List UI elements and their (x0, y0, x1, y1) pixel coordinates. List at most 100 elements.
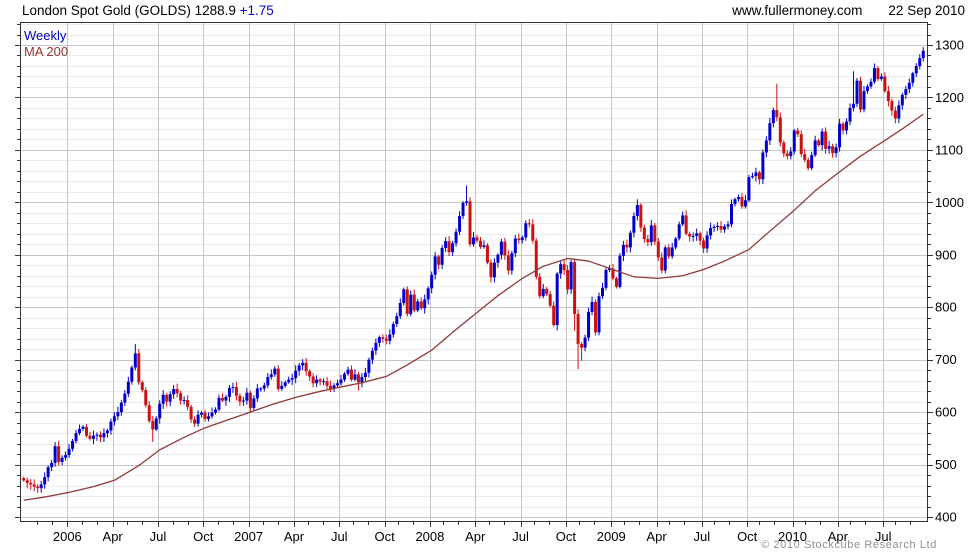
candle-body (489, 262, 493, 278)
candle-body (119, 402, 123, 413)
x-axis-label: 2006 (53, 529, 82, 544)
candle-body (172, 389, 176, 395)
candle-body (266, 376, 270, 386)
candle-body (506, 255, 510, 271)
candle-body (349, 369, 353, 380)
candle-body (227, 387, 231, 397)
candle-body (91, 435, 95, 439)
candle-body (566, 269, 570, 290)
candle-body (900, 94, 904, 106)
candle-body (447, 241, 451, 253)
candle-body (112, 416, 116, 422)
candle-body (520, 237, 524, 241)
candle-body (590, 301, 594, 312)
candle-body (78, 428, 82, 434)
candle-body (437, 256, 441, 265)
candle-body (297, 365, 301, 371)
candle-body (273, 368, 277, 375)
candle-body (412, 294, 416, 311)
candle-body (827, 146, 831, 149)
candle-body (688, 233, 692, 237)
candle-body (32, 484, 36, 487)
candle-body (628, 232, 632, 248)
candle-body (332, 385, 336, 390)
candle-body (391, 324, 395, 335)
candle-body (583, 337, 587, 348)
candle-body (475, 237, 479, 241)
candle-body (137, 353, 141, 383)
candle-body (555, 273, 559, 326)
candle-body (531, 224, 535, 241)
website-link[interactable]: www.fullermoney.com (732, 3, 863, 18)
candle-body (576, 314, 580, 344)
candle-body (810, 155, 814, 169)
candle-body (430, 274, 434, 289)
candle-body (356, 374, 360, 383)
candle-body (730, 203, 733, 225)
candle-body (897, 105, 901, 119)
candle-body (750, 176, 754, 178)
candle-body (46, 467, 50, 478)
candle-body (698, 233, 702, 241)
candle-body (757, 172, 761, 180)
y-axis-label: 900 (935, 247, 957, 262)
candle-body (559, 264, 563, 274)
candle-body (360, 376, 364, 383)
candle-body (695, 233, 699, 236)
legend-series-label: Weekly (24, 28, 67, 43)
candle-body (367, 359, 371, 373)
candle-body (879, 76, 883, 80)
candle-body (283, 382, 287, 386)
candle-body (130, 367, 134, 382)
candle-body (388, 334, 392, 341)
candle-body (416, 301, 420, 311)
candle-body (503, 241, 507, 256)
y-axis-label: 600 (935, 405, 957, 420)
candle-body (625, 244, 629, 248)
candle-body (552, 305, 556, 326)
candle-body (196, 414, 200, 424)
candle-body (485, 245, 489, 263)
candle-body (214, 409, 217, 413)
candle-body (907, 82, 911, 90)
candle-body (716, 225, 720, 227)
candle-body (381, 337, 385, 339)
x-axis-label: Oct (193, 529, 214, 544)
x-axis-label: Oct (556, 529, 577, 544)
candle-body (329, 385, 333, 390)
candle-body (778, 117, 782, 143)
candle-body (604, 269, 608, 288)
candle-body (154, 418, 158, 430)
candle-body (723, 226, 727, 230)
ma-200-line (23, 113, 924, 501)
candle-body (165, 394, 169, 402)
x-axis-label: Jul (512, 529, 529, 544)
candle-body (57, 446, 61, 462)
y-axis-label: 1000 (935, 195, 964, 210)
axes (15, 24, 933, 527)
candle-body (294, 370, 298, 379)
candle-body (405, 289, 409, 315)
candle-body (639, 204, 643, 228)
candle-body (621, 244, 625, 256)
candle-body (890, 101, 894, 111)
candle-body (674, 238, 678, 248)
x-axis-label: Jul (331, 529, 348, 544)
candle-body (852, 103, 856, 108)
candle-body (545, 288, 549, 295)
candle-body (25, 480, 29, 483)
candle-body (768, 123, 772, 141)
candle-body (207, 416, 211, 419)
candle-body (872, 68, 876, 82)
x-axis-label: 2009 (597, 529, 626, 544)
candle-body (838, 123, 842, 148)
candle-body (865, 86, 869, 92)
candle-body (649, 225, 653, 243)
candle-body (451, 243, 455, 253)
candle-body (116, 412, 120, 417)
candle-body (22, 478, 26, 481)
x-axis-label: Oct (374, 529, 395, 544)
candle-body (384, 338, 388, 341)
candle-body (276, 368, 280, 390)
